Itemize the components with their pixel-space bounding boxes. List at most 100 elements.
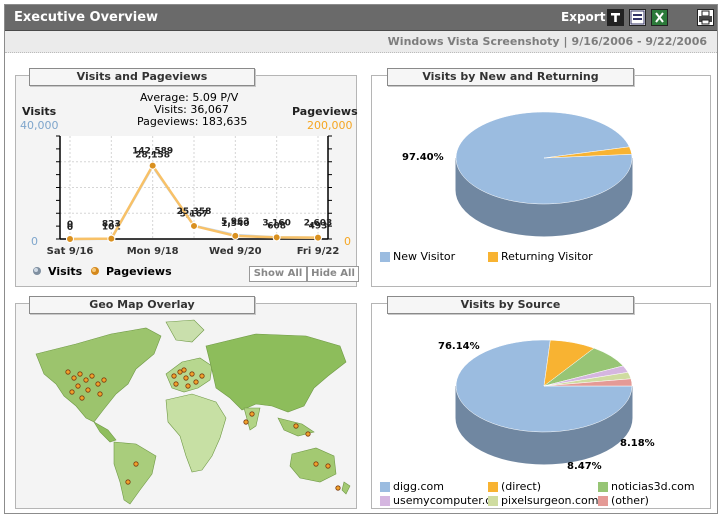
source-label-second: 8.47% <box>567 461 602 472</box>
pie-slice <box>543 378 633 387</box>
visitor-dot <box>77 371 83 377</box>
left-axis-title: Visits <box>22 105 57 118</box>
visitor-dot <box>313 461 319 467</box>
print-icon[interactable] <box>697 9 714 26</box>
text-export-icon[interactable] <box>607 9 624 26</box>
excel-export-icon[interactable] <box>651 9 668 26</box>
map-new-zealand <box>341 481 351 495</box>
visitor-dot <box>305 431 311 437</box>
visits-data-label: 5,167 <box>180 210 208 220</box>
visits-source-pie <box>455 339 633 465</box>
legend-label: noticias3d.com <box>611 480 695 493</box>
x-tick-label: Sat 9/16 <box>47 246 94 257</box>
legend-label: Returning Visitor <box>501 250 593 263</box>
pageviews-point <box>190 221 198 230</box>
panel-title-geo: Geo Map Overlay <box>29 296 255 314</box>
legend-label: usemycomputer.co <box>393 494 499 507</box>
pie-slice <box>543 146 632 159</box>
map-greenland <box>165 319 205 343</box>
legend-swatch <box>380 482 390 492</box>
hide-all-button[interactable]: Hide All <box>307 266 359 282</box>
map-africa <box>165 393 227 473</box>
map-australia <box>289 447 337 483</box>
right-axis-zero: 0 <box>344 235 351 248</box>
visits-data-label: 28,158 <box>135 150 170 160</box>
pageviews-point <box>314 233 322 242</box>
visitor-dot <box>125 479 131 485</box>
visitor-dot <box>193 379 199 385</box>
panel-title-source: Visits by Source <box>387 296 634 314</box>
visitor-dot <box>335 485 341 491</box>
visitor-dot <box>293 423 299 429</box>
legend-pageviews: Pageviews <box>106 265 172 278</box>
x-tick-label: Wed 9/20 <box>209 246 262 257</box>
legend-swatch <box>488 252 498 262</box>
legend-label: (other) <box>611 494 649 507</box>
profile-name: Windows Vista Screenshoty <box>387 35 560 48</box>
visitor-dot <box>71 375 77 381</box>
source-label-third: 8.18% <box>620 438 655 449</box>
legend-swatch <box>598 482 608 492</box>
separator: | <box>563 35 568 48</box>
map-central-america <box>93 421 117 443</box>
pageviews-point <box>272 233 281 242</box>
dashboard-window: Executive Overview Export Windows Vista … <box>4 4 718 514</box>
export-label: Export <box>561 10 606 24</box>
summary-pageviews: Pageviews: 183,635 <box>137 115 248 128</box>
page-title: Executive Overview <box>14 10 159 25</box>
pageviews-point <box>66 235 74 243</box>
x-tick-label: Mon 9/18 <box>127 246 179 257</box>
pie1-label: 97.40% <box>402 152 444 163</box>
profile-date-bar: Windows Vista Screenshoty | 9/16/2006 - 9/… <box>5 31 717 53</box>
visitor-dot <box>181 367 187 373</box>
title-bar: Executive Overview Export <box>5 5 717 31</box>
map-north-america <box>35 327 162 423</box>
visits-data-label: 1,540 <box>221 219 249 229</box>
pageviews-point <box>148 161 157 170</box>
visits-legend-dot <box>33 267 41 275</box>
pageviews-data-label: 5,963 <box>221 217 249 227</box>
x-tick-label: Fri 9/22 <box>297 246 340 257</box>
visitor-location-dots <box>65 367 341 491</box>
new-returning-panel: Visits by New and Returning 97.40% New V… <box>371 68 711 287</box>
map-india <box>243 407 261 431</box>
legend-label: (direct) <box>501 480 542 493</box>
visitor-dot <box>83 377 89 383</box>
summary-average: Average: 5.09 P/V <box>140 91 239 104</box>
visitor-dot <box>199 373 205 379</box>
legend-swatch <box>380 496 390 506</box>
pageviews-data-label: 2,603 <box>304 219 332 229</box>
visitor-dot <box>89 373 95 379</box>
map-asia <box>205 333 347 413</box>
summary-visits: Visits: 36,067 <box>154 103 229 116</box>
visitor-dot <box>95 381 101 387</box>
visitor-dot <box>177 369 183 375</box>
profile-date-text: Windows Vista Screenshoty | 9/16/2006 - 9/… <box>388 35 707 48</box>
pdf-export-icon[interactable] <box>629 9 646 26</box>
world-map[interactable] <box>16 314 358 508</box>
visitor-dot <box>249 411 255 417</box>
visits-data-label: 101 <box>102 223 121 233</box>
map-south-america <box>113 441 157 505</box>
legend-label: pixelsurgeon.com <box>501 494 599 507</box>
pageviews-data-label: 0 <box>67 220 73 230</box>
pageviews-point <box>107 234 116 243</box>
visits-pageviews-panel: Visits and Pageviews Visits 40,000 Pagev… <box>15 68 359 287</box>
left-axis-zero: 0 <box>31 235 38 248</box>
visitor-dot <box>243 419 249 425</box>
visitor-dot <box>189 371 195 377</box>
visitor-dot <box>171 373 177 379</box>
geo-map-panel: Geo Map Overlay <box>15 296 358 509</box>
visitor-dot <box>183 375 189 381</box>
visitor-dot <box>79 395 85 401</box>
legend-visits: Visits <box>48 265 83 278</box>
right-axis-max: 200,000 <box>307 119 353 132</box>
visits-data-label: 608 <box>267 221 286 231</box>
pie-slice <box>455 339 633 433</box>
panel-title-new-returning: Visits by New and Returning <box>387 68 634 86</box>
visits-data-label: 493 <box>309 222 328 232</box>
visitor-dot <box>185 383 191 389</box>
visits-data-label: 0 <box>67 223 73 233</box>
show-all-button[interactable]: Show All <box>249 266 307 282</box>
